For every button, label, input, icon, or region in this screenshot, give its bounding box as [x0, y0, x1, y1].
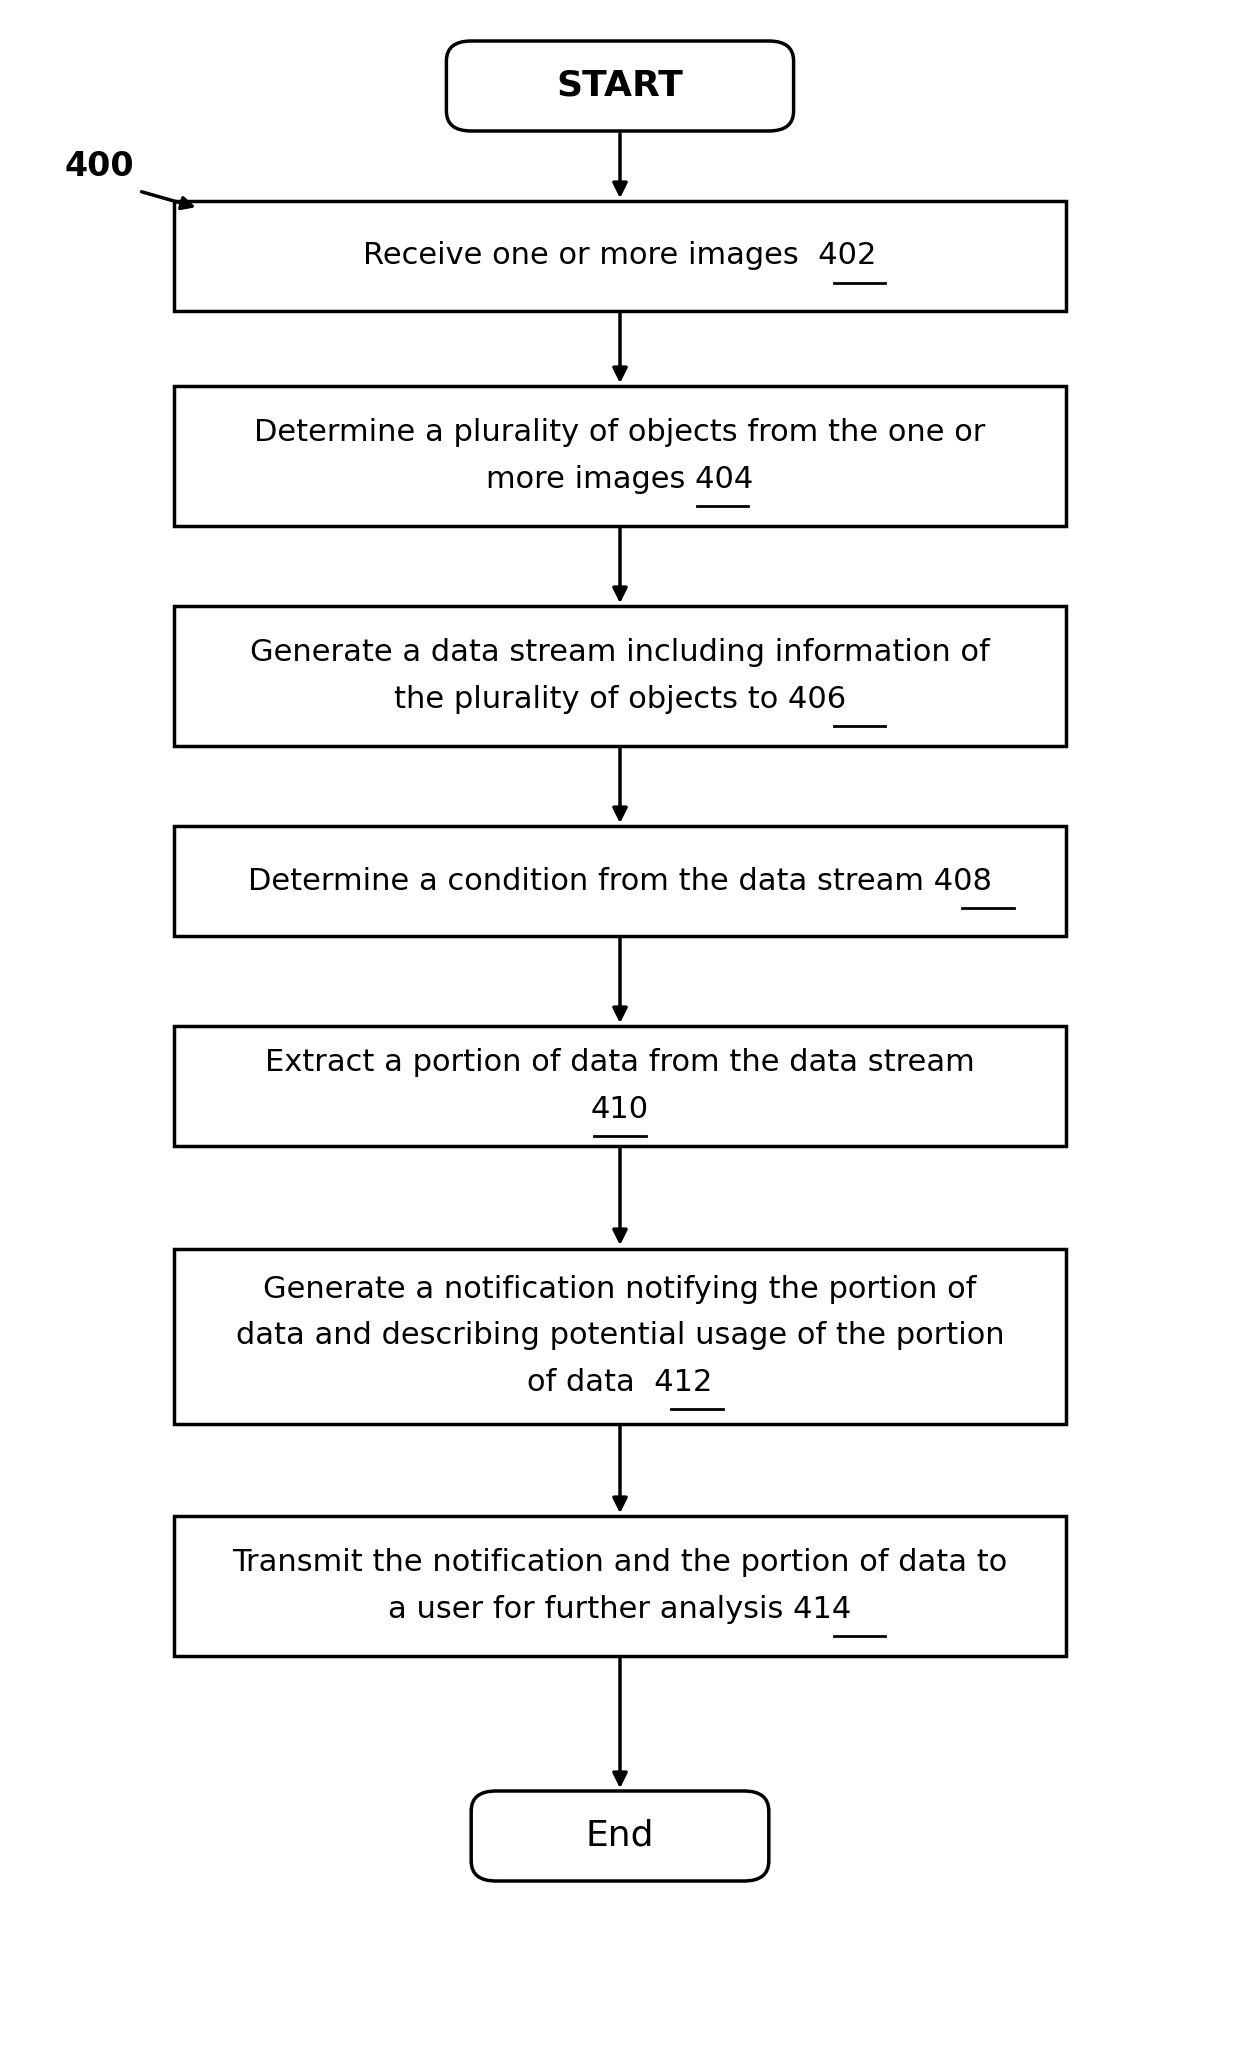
Bar [174, 1516, 1066, 1655]
Text: Determine a plurality of objects from the one or: Determine a plurality of objects from th… [254, 417, 986, 448]
Text: 400: 400 [64, 149, 134, 182]
Text: Extract a portion of data from the data stream: Extract a portion of data from the data … [265, 1048, 975, 1078]
Text: Generate a notification notifying the portion of: Generate a notification notifying the po… [263, 1275, 977, 1303]
Bar [174, 201, 1066, 311]
Text: End: End [585, 1819, 655, 1854]
Text: Determine a condition from the data stream 408: Determine a condition from the data stre… [248, 868, 992, 896]
Text: the plurality of objects to 406: the plurality of objects to 406 [394, 685, 846, 714]
FancyBboxPatch shape [446, 41, 794, 131]
Text: more images 404: more images 404 [486, 464, 754, 493]
Bar [174, 827, 1066, 935]
Text: Transmit the notification and the portion of data to: Transmit the notification and the portio… [232, 1549, 1008, 1577]
Text: Receive one or more images  402: Receive one or more images 402 [363, 241, 877, 270]
Bar [174, 387, 1066, 526]
Text: a user for further analysis 414: a user for further analysis 414 [388, 1594, 852, 1625]
Text: START: START [557, 70, 683, 102]
Bar [174, 1025, 1066, 1146]
Text: 410: 410 [591, 1095, 649, 1123]
Bar [174, 1248, 1066, 1424]
Text: Generate a data stream including information of: Generate a data stream including informa… [250, 638, 990, 667]
FancyBboxPatch shape [471, 1790, 769, 1880]
Text: of data  412: of data 412 [527, 1367, 713, 1397]
Bar [174, 606, 1066, 747]
Text: data and describing potential usage of the portion: data and describing potential usage of t… [236, 1322, 1004, 1350]
